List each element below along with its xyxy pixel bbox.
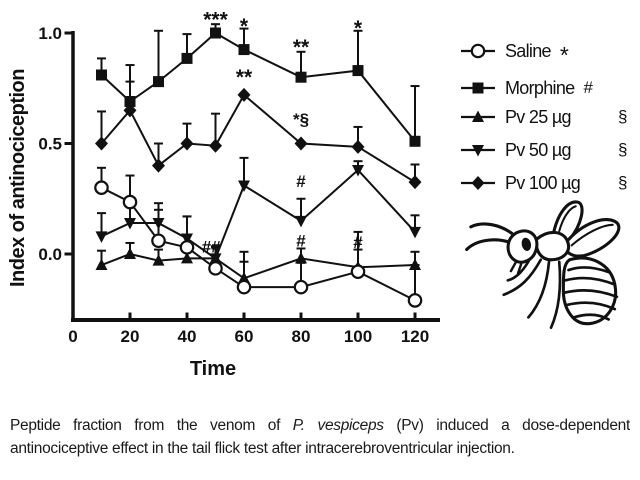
mandible: [509, 260, 523, 275]
caption-line-2: antinociceptive effect in the tail flick…: [10, 440, 515, 457]
x-tick-label: 40: [178, 327, 197, 346]
stripe: [567, 266, 610, 274]
series-markers-Pv 100 µg: [95, 87, 422, 190]
pv50-marker-icon: [461, 145, 495, 157]
morphine-marker-icon: [461, 82, 495, 94]
significance-annotation: **: [293, 36, 310, 59]
significance-symbol: §: [618, 107, 628, 126]
error-bars-Pv 100 µg: [97, 80, 420, 183]
leg: [527, 260, 551, 319]
legend-label: Saline: [505, 40, 552, 61]
x-tick-label: 100: [344, 327, 372, 346]
series-markers-Morphine: [96, 27, 421, 147]
x-tick-label: 120: [401, 327, 429, 346]
antenna: [469, 222, 516, 237]
axes: 1.0 0.5 0.0 0 20 40 60 80 100 120 Time: [38, 24, 440, 380]
error-bars-Morphine: [97, 23, 420, 142]
legend-item-pv100: Pv 100 µg §: [460, 168, 638, 198]
legend-label: Pv 50 µg: [505, 139, 572, 160]
significance-annotation: **: [236, 66, 253, 89]
series-line-Pv 100 µg: [100, 93, 416, 184]
wing-vein: [558, 205, 577, 232]
error-bars-Saline: [97, 166, 420, 301]
stripe: [565, 301, 617, 311]
series-markers-Saline: [94, 180, 423, 308]
significance-symbol: *: [559, 41, 569, 68]
y-tick-label: 0.0: [38, 245, 62, 264]
significance-annotation: *§: [293, 110, 309, 129]
caption-species-italic: P. vespiceps: [292, 417, 384, 434]
y-tick-label: 1.0: [38, 24, 62, 43]
stripe: [563, 289, 619, 299]
series-line-Saline: [101, 186, 416, 302]
pv25-marker-icon: [461, 110, 495, 122]
significance-annotation: *: [354, 17, 363, 40]
leg: [549, 260, 562, 329]
wing-vein: [570, 223, 614, 247]
saline-marker-icon: [461, 43, 495, 59]
significance-symbol: §: [618, 140, 628, 159]
x-tick-label: 20: [121, 327, 140, 346]
x-tick-label: 0: [68, 327, 77, 346]
significance-annotation: ***: [203, 8, 228, 31]
stripe: [572, 313, 610, 321]
caption-text: (Pv) induced a dose-dependent: [383, 417, 630, 434]
stripe: [564, 276, 617, 286]
legend-item-saline: Saline *: [460, 36, 638, 68]
y-axis-title: Index of antinociception: [7, 69, 29, 288]
caption-text: Peptide fraction from the venom of: [10, 417, 293, 434]
pv100-marker-icon: [461, 176, 495, 190]
significance-annotation: *: [240, 15, 249, 38]
significance-annotation: #: [296, 232, 306, 251]
series-line-Pv 25 µg: [101, 252, 416, 280]
y-tick-label: 0.5: [38, 135, 62, 154]
error-bars-Pv 50 µg: [97, 156, 420, 239]
thorax: [534, 230, 571, 262]
x-tick-label: 80: [292, 327, 311, 346]
legend-item-pv50: Pv 50 µg §: [460, 135, 638, 165]
x-tick-label: 60: [235, 327, 254, 346]
significance-annotation: #: [296, 172, 306, 191]
significance-symbol: #: [583, 78, 593, 97]
leg: [502, 258, 543, 297]
series-line-Morphine: [100, 31, 416, 142]
significance-symbol: §: [618, 173, 628, 192]
legend-item-morphine: Morphine #: [460, 73, 638, 103]
figure-caption: Peptide fraction from the venom of P. ve…: [10, 414, 630, 460]
x-axis-title: Time: [190, 358, 236, 380]
significance-annotation: ##: [202, 237, 221, 256]
wing: [563, 218, 621, 258]
error-bars-Pv 25 µg: [97, 230, 420, 279]
legend-label: Pv 100 µg: [505, 172, 581, 193]
legend-label: Pv 25 µg: [505, 106, 572, 127]
series-markers-Pv 50 µg: [95, 165, 421, 265]
significance-annotation: #: [353, 233, 363, 252]
series-line-Pv 50 µg: [101, 168, 416, 260]
annotations: *** *******§#### #: [202, 8, 364, 256]
antenna: [465, 238, 514, 252]
wasp-icon: [465, 200, 621, 329]
caption-line-1: Peptide fraction from the venom of P. ve…: [10, 414, 630, 437]
legend-item-pv25: Pv 25 µg §: [460, 102, 638, 132]
eye: [521, 237, 532, 251]
legend-label: Morphine: [505, 77, 575, 98]
